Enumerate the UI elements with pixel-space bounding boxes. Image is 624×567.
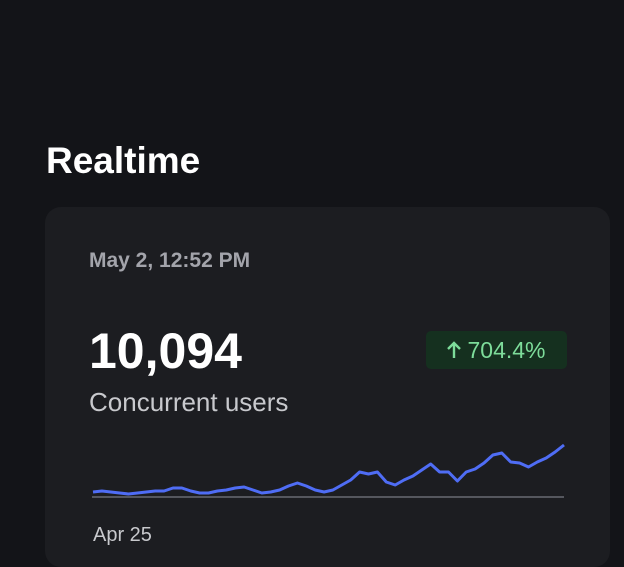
- sparkline: [92, 443, 565, 498]
- page-title: Realtime: [46, 140, 201, 181]
- user-count: 10,094: [89, 323, 242, 379]
- change-value: 704.4%: [467, 336, 546, 363]
- timestamp: May 2, 12:52 PM: [89, 249, 251, 272]
- sparkline-line: [92, 443, 565, 496]
- page: Realtime May 2, 12:52 PM 10,094 704.4% C…: [46, 140, 567, 546]
- up-arrow-icon: [447, 341, 462, 358]
- metric-label: Concurrent users: [89, 387, 289, 417]
- change-badge: 704.4%: [426, 331, 567, 369]
- start-date: Apr 25: [93, 524, 152, 546]
- realtime-card: May 2, 12:52 PM 10,094 704.4% Concurrent…: [45, 207, 610, 567]
